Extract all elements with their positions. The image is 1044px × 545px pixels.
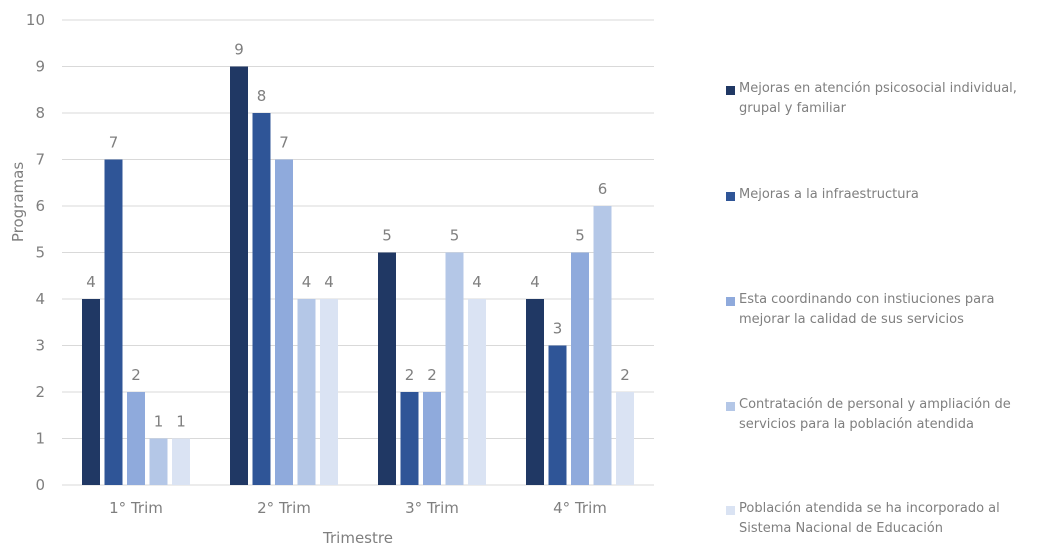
data-label: 2	[620, 366, 630, 384]
bar	[82, 299, 100, 485]
data-label: 2	[405, 366, 415, 384]
data-label: 6	[598, 180, 608, 198]
y-tick-label: 5	[35, 244, 45, 262]
data-label: 2	[131, 366, 141, 384]
legend-swatch	[726, 86, 735, 95]
x-tick-label: 2° Trim	[257, 499, 311, 517]
x-tick-label: 1° Trim	[109, 499, 163, 517]
bar	[445, 252, 464, 485]
legend-item: Mejoras en atención psicosocial individu…	[726, 81, 1044, 119]
bar	[230, 66, 248, 485]
y-tick-label: 1	[35, 430, 45, 448]
legend-item: Contratación de personal y ampliación de…	[726, 397, 1044, 435]
x-tick-label: 4° Trim	[553, 499, 607, 517]
y-tick-label: 0	[35, 476, 45, 494]
bar	[400, 392, 419, 485]
legend-swatch	[726, 297, 735, 306]
x-tick-label: 3° Trim	[405, 499, 459, 517]
data-label: 1	[154, 413, 164, 431]
legend: Mejoras en atención psicosocial individu…	[726, 0, 1044, 545]
legend-label: Mejoras a la infraestructura	[739, 187, 919, 202]
y-tick-label: 10	[26, 11, 45, 29]
legend-item: Población atendida se ha incorporado al …	[726, 501, 1044, 539]
y-tick-label: 8	[35, 104, 45, 122]
bar	[149, 438, 168, 485]
data-label: 7	[279, 134, 289, 152]
y-tick-label: 9	[35, 58, 45, 76]
bar	[468, 299, 486, 485]
bar	[104, 159, 123, 485]
data-label: 4	[530, 273, 540, 291]
bar	[320, 299, 338, 485]
data-label: 4	[302, 273, 312, 291]
legend-item: Mejoras a la infraestructura	[726, 187, 1044, 205]
data-label: 5	[382, 227, 392, 245]
bar	[526, 299, 544, 485]
bar	[127, 392, 145, 485]
data-label: 8	[257, 87, 267, 105]
data-label: 4	[86, 273, 96, 291]
data-label: 9	[234, 41, 244, 59]
bar	[616, 392, 634, 485]
legend-label: Contratación de personal y ampliación de…	[739, 397, 1011, 432]
legend-swatch	[726, 506, 735, 515]
data-label: 4	[324, 273, 334, 291]
legend-item: Esta coordinando con instiuciones para m…	[726, 292, 1044, 330]
legend-swatch	[726, 192, 735, 201]
bar	[423, 392, 441, 485]
bar	[172, 438, 190, 485]
y-tick-label: 4	[35, 290, 45, 308]
x-axis-title: Trimestre	[322, 529, 393, 545]
data-label: 5	[575, 227, 585, 245]
bar	[378, 252, 396, 485]
y-axis-title: Programas	[9, 162, 27, 242]
y-tick-label: 7	[35, 151, 45, 169]
legend-label: Mejoras en atención psicosocial individu…	[739, 81, 1017, 116]
data-label: 7	[109, 134, 119, 152]
data-label: 1	[176, 413, 186, 431]
bar	[297, 299, 316, 485]
legend-label: Población atendida se ha incorporado al …	[739, 501, 1000, 536]
legend-label: Esta coordinando con instiuciones para m…	[739, 292, 995, 327]
data-label: 5	[450, 227, 460, 245]
legend-swatch	[726, 402, 735, 411]
y-tick-label: 3	[35, 337, 45, 355]
data-label: 3	[553, 320, 563, 338]
y-tick-label: 6	[35, 197, 45, 215]
bar	[548, 345, 567, 485]
bar	[275, 159, 293, 485]
bar	[252, 113, 271, 485]
bar	[571, 252, 589, 485]
data-label: 4	[472, 273, 482, 291]
y-tick-label: 2	[35, 383, 45, 401]
bar	[593, 206, 612, 485]
data-label: 2	[427, 366, 437, 384]
